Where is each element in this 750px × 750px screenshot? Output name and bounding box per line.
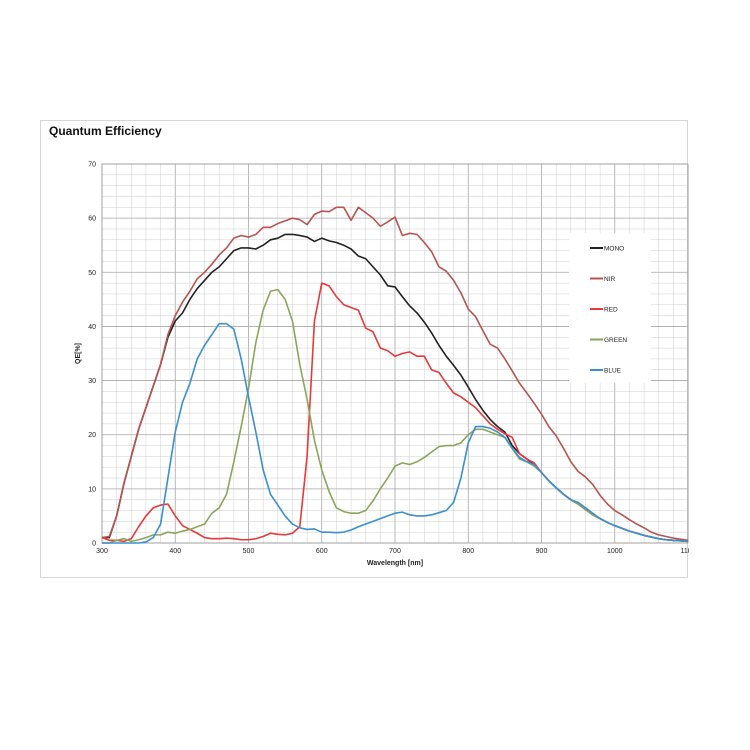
- y-tick-label: 20: [88, 432, 96, 439]
- y-tick-label: 50: [88, 270, 96, 277]
- y-tick-label: 30: [88, 378, 96, 385]
- y-tick-label: 0: [92, 541, 96, 548]
- qe-chart: Quantum Efficiency 300 400 500 600 700 800 900…: [49, 124, 689, 567]
- legend-label-mono: MONO: [604, 245, 624, 252]
- series-line-green: [102, 288, 689, 544]
- x-tick-label: 900: [536, 548, 548, 555]
- legend-label-nir: NIR: [604, 276, 616, 283]
- legend: MONO NIR RED GREEN BLUE: [569, 233, 651, 383]
- x-tick-label: 600: [316, 548, 328, 555]
- legend-label-green: GREEN: [604, 337, 627, 344]
- x-tick-label: 1000: [607, 548, 623, 555]
- y-axis-label: QE[%]: [75, 343, 82, 364]
- series-line-nir: [101, 206, 689, 542]
- legend-label-red: RED: [604, 306, 618, 313]
- x-tick-label: 500: [243, 548, 255, 555]
- tick-labels: 300 400 500 600 700 800 900 1000 1100 0 10 20 30 40 50…: [88, 162, 689, 556]
- series-lines: [101, 206, 689, 544]
- plot-area: [101, 163, 689, 544]
- x-tick-label: 700: [389, 548, 401, 555]
- y-tick-label: 60: [88, 216, 96, 223]
- x-tick-label: 400: [169, 548, 181, 555]
- chart-title: Quantum Efficiency: [49, 124, 162, 138]
- y-tick-label: 40: [88, 324, 96, 331]
- x-tick-label: 300: [96, 548, 108, 555]
- x-axis-label: Wavelength [nm]: [367, 560, 423, 567]
- series-line-blue: [102, 322, 689, 544]
- x-tick-label: 800: [462, 548, 474, 555]
- y-tick-label: 10: [88, 486, 96, 493]
- legend-label-blue: BLUE: [604, 367, 622, 374]
- y-tick-label: 70: [88, 162, 96, 169]
- x-tick-label: 1100: [680, 548, 689, 555]
- chart-frame: Quantum Efficiency 300 400 500 600 700 800 900…: [40, 120, 689, 578]
